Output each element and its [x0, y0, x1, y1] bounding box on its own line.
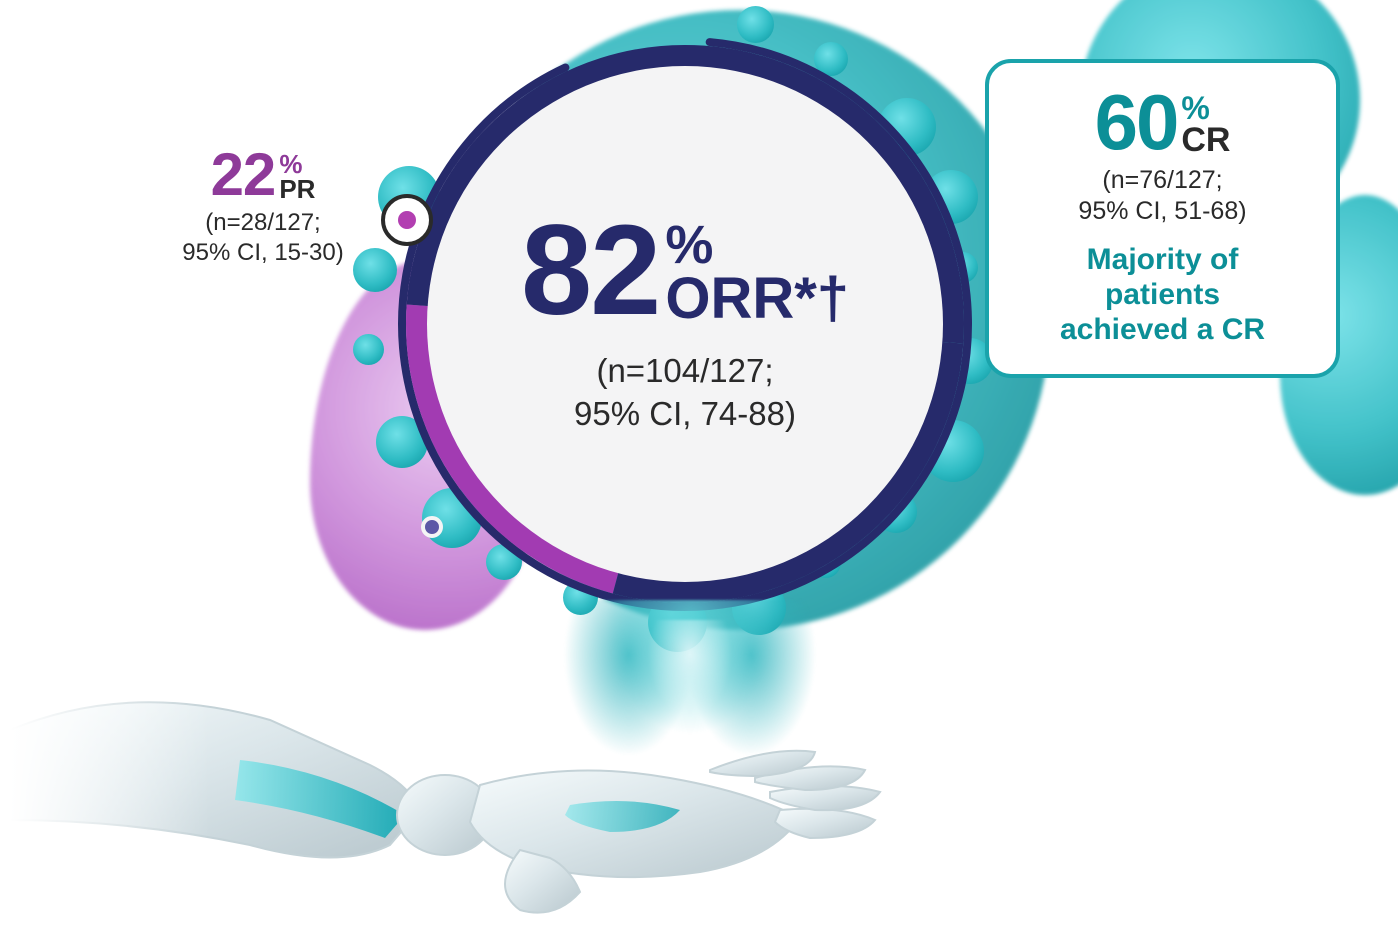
pr-label: PR [279, 176, 315, 202]
cr-stats-line2: 95% CI, 51-68) [1011, 196, 1314, 227]
pr-percent-symbol: % [279, 153, 302, 176]
cr-card: 60 % CR (n=76/127; 95% CI, 51-68) Majori… [985, 59, 1340, 378]
orr-value: 82 [521, 213, 659, 328]
pr-stats-line1: (n=28/127; [138, 208, 388, 238]
cr-message: Majority of patients achieved a CR [1011, 242, 1314, 348]
arc-join-marker [421, 516, 443, 538]
pr-value: 22 [211, 148, 276, 202]
orr-donut: 82 % ORR*† (n=104/127; 95% CI, 74-88) [395, 34, 975, 614]
donut-center: 82 % ORR*† (n=104/127; 95% CI, 74-88) [427, 66, 943, 582]
pr-callout: 22 % PR (n=28/127; 95% CI, 15-30) [138, 148, 388, 268]
cr-message-line3: achieved a CR [1011, 312, 1314, 347]
pr-stats-line2: 95% CI, 15-30) [138, 238, 388, 268]
pr-arc-marker [381, 194, 433, 246]
orr-stats-line2: 95% CI, 74-88) [574, 393, 796, 436]
cr-value: 60 [1095, 87, 1178, 157]
cr-label: CR [1181, 123, 1230, 157]
orr-stats-line1: (n=104/127; [574, 350, 796, 393]
orr-stats: (n=104/127; 95% CI, 74-88) [574, 350, 796, 436]
cr-stats-line1: (n=76/127; [1011, 165, 1314, 196]
cr-message-line1: Majority of [1011, 242, 1314, 277]
teal-flow-under-circle [520, 600, 860, 820]
orr-percent-symbol: % [665, 221, 713, 270]
cr-message-line2: patients [1011, 277, 1314, 312]
cr-percent-symbol: % [1181, 94, 1209, 123]
orr-label: ORR*† [665, 270, 849, 328]
orr-headline: 82 % ORR*† [521, 213, 849, 328]
